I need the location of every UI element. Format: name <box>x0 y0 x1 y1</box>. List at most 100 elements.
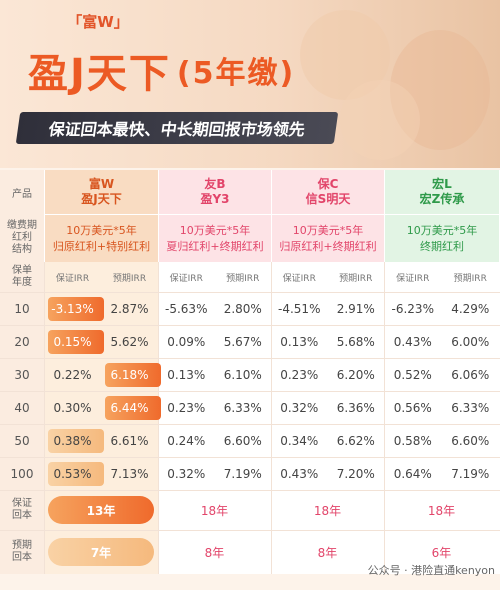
irr-value: -4.51% <box>278 301 321 316</box>
payment-cell: 10万美元*5年 归原红利+终期红利 <box>271 214 384 262</box>
expected-breakeven: 8年 <box>317 545 338 560</box>
row-line <box>0 530 500 531</box>
photo-shape <box>390 30 490 150</box>
year: 40 <box>14 400 30 415</box>
irr-value: 6.00% <box>451 334 490 349</box>
irr-value: 5.67% <box>223 334 262 349</box>
irr-header: 预期IRR <box>453 273 487 284</box>
highlight <box>48 330 104 354</box>
dividend: 终期红利 <box>420 239 464 253</box>
brand: 「富W」 <box>67 12 129 31</box>
guaranteed-breakeven: 13年 <box>86 503 116 518</box>
irr-value: 0.64% <box>393 466 432 481</box>
payment-cell: 10万美元*5年 夏归红利+终期红利 <box>158 214 271 262</box>
subtitle: 保证回本最快、中长期回报市场领先 <box>15 112 339 144</box>
irr-value: 6.60% <box>223 433 262 448</box>
irr-value: -5.63% <box>165 301 208 316</box>
irr-value: 0.32% <box>167 466 206 481</box>
product-company: 保C <box>317 177 339 191</box>
highlight <box>105 363 161 387</box>
product-head: 友B 盈Y3 <box>158 170 271 214</box>
irr-value: 5.62% <box>110 334 149 349</box>
irr-value: 0.22% <box>53 367 92 382</box>
irr-value: 2.87% <box>110 301 149 316</box>
payment: 10万美元*5年 <box>406 223 478 237</box>
product-head: 富W 盈J天下 <box>44 170 158 214</box>
irr-header: 预期IRR <box>339 273 373 284</box>
expected-breakeven: 7年 <box>90 545 112 560</box>
dividend: 夏归红利+终期红利 <box>166 239 264 253</box>
irr-value: 7.19% <box>451 466 490 481</box>
title: 盈J天下 (5年缴) <box>28 40 295 100</box>
irr-value: -6.23% <box>391 301 434 316</box>
irr-header: 预期IRR <box>226 273 260 284</box>
irr-value: 0.13% <box>280 334 319 349</box>
row-label: 产品 <box>12 188 32 200</box>
row-line <box>0 391 500 392</box>
row-label: 缴费期 红利 结构 <box>0 214 44 262</box>
guaranteed-breakeven: 18年 <box>200 503 229 518</box>
product-head: 保C 信S明天 <box>271 170 384 214</box>
row-line <box>0 325 500 326</box>
irr-value: 2.80% <box>223 301 262 316</box>
irr-value: 6.62% <box>336 433 375 448</box>
irr-value: 0.38% <box>53 433 92 448</box>
highlight <box>48 297 104 321</box>
row-label: 保证 回本 <box>0 490 44 530</box>
title-main: 盈J天下 <box>28 51 171 97</box>
row-label-line: 保证 <box>12 498 32 509</box>
irr-value: 0.34% <box>280 433 319 448</box>
irr-value: 6.06% <box>451 367 490 382</box>
col-bg <box>384 262 499 574</box>
product-plan: 盈J天下 <box>81 192 122 206</box>
product-plan: 信S明天 <box>305 192 351 206</box>
payment: 10万美元*5年 <box>179 223 251 237</box>
highlight <box>48 538 154 566</box>
row-label-line: 保单 <box>12 265 32 276</box>
photo-shape <box>300 10 390 100</box>
dividend: 归原红利+特别红利 <box>52 239 151 253</box>
year: 20 <box>14 334 30 349</box>
highlight <box>105 396 161 420</box>
payment-label: 缴费期 <box>7 220 37 231</box>
label-col <box>0 170 44 574</box>
irr-value: 0.32% <box>280 400 319 415</box>
irr-value: 0.15% <box>53 334 92 349</box>
irr-header: 保证IRR <box>169 273 203 284</box>
row-line <box>0 424 500 425</box>
irr-value: -3.13% <box>51 301 94 316</box>
irr-value: 0.09% <box>167 334 206 349</box>
row-line <box>0 457 500 458</box>
irr-value: 0.58% <box>393 433 432 448</box>
irr-value: 6.20% <box>336 367 375 382</box>
irr-value: 5.68% <box>336 334 375 349</box>
watermark: 公众号 · 港险直通kenyon <box>367 564 495 577</box>
highlight <box>48 429 104 453</box>
row-label: 保单 年度 <box>0 262 44 292</box>
year: 30 <box>14 367 30 382</box>
irr-value: 0.53% <box>53 466 92 481</box>
product-plan: 盈Y3 <box>200 192 230 206</box>
expected-breakeven: 8年 <box>204 545 225 560</box>
irr-value: 6.33% <box>451 400 490 415</box>
row-line <box>0 292 500 293</box>
dividend-label: 结构 <box>12 244 32 255</box>
irr-value: 0.23% <box>167 400 206 415</box>
irr-value: 7.13% <box>110 466 149 481</box>
irr-value: 0.43% <box>280 466 319 481</box>
product-company: 宏L <box>432 177 452 191</box>
irr-value: 0.56% <box>393 400 432 415</box>
product-company: 富W <box>88 177 115 191</box>
irr-header: 保证IRR <box>396 273 430 284</box>
payment-cell: 10万美元*5年 终期红利 <box>384 214 499 262</box>
row-label-line: 回本 <box>12 552 32 563</box>
product-plan: 宏Z传承 <box>419 192 465 206</box>
irr-value: 6.36% <box>336 400 375 415</box>
highlight <box>48 462 104 486</box>
irr-value: 6.18% <box>110 367 149 382</box>
row-label-line: 年度 <box>12 277 32 288</box>
row-line <box>0 358 500 359</box>
row-label-line: 预期 <box>12 540 32 551</box>
irr-value: 0.30% <box>53 400 92 415</box>
